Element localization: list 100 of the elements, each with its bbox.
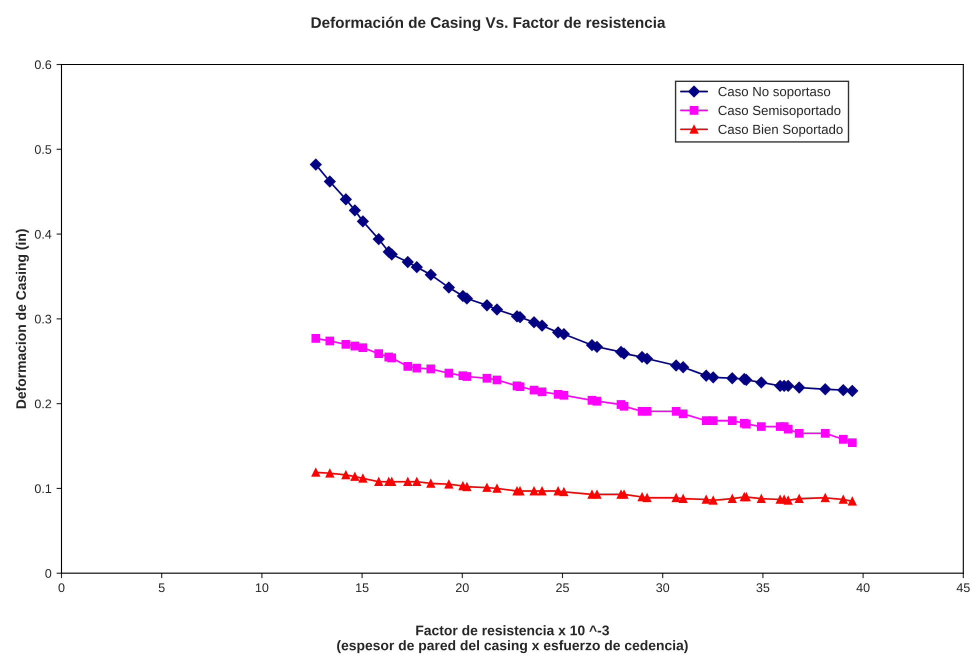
point xyxy=(707,371,720,384)
point xyxy=(426,479,436,488)
x-tick-label: 15 xyxy=(356,583,369,592)
point xyxy=(820,428,830,438)
x-tick-label: 40 xyxy=(856,583,870,592)
point xyxy=(538,387,546,396)
point xyxy=(848,438,857,447)
point xyxy=(677,361,690,374)
legend-label: Caso Semisoportado xyxy=(718,105,840,118)
y-tick-label: 0.1 xyxy=(34,484,52,494)
point xyxy=(403,477,412,486)
point xyxy=(530,386,538,394)
point xyxy=(642,493,652,502)
point xyxy=(678,494,688,503)
point xyxy=(560,487,568,496)
point xyxy=(387,354,396,362)
point xyxy=(708,496,718,505)
point xyxy=(340,193,352,206)
point xyxy=(794,494,804,503)
point xyxy=(311,468,320,477)
legend-label: Caso No soportaso xyxy=(718,86,830,99)
y-tick-label: 0.2 xyxy=(34,399,52,408)
point xyxy=(358,343,368,352)
point xyxy=(530,486,538,496)
point xyxy=(728,416,737,425)
point xyxy=(311,334,320,343)
x-tick-label: 35 xyxy=(756,583,770,592)
point xyxy=(560,390,568,400)
point xyxy=(536,320,548,332)
point xyxy=(528,316,540,328)
point xyxy=(793,382,806,394)
point xyxy=(492,376,502,384)
x-tick-label: 45 xyxy=(956,583,970,592)
point xyxy=(412,477,422,486)
point xyxy=(672,493,680,502)
point xyxy=(325,468,334,478)
point xyxy=(412,364,422,372)
chart-title: Deformación de Casing Vs. Factor de resistencia xyxy=(312,16,666,32)
point xyxy=(482,483,492,492)
point xyxy=(794,428,804,438)
point xyxy=(310,158,322,170)
point xyxy=(516,382,524,392)
point xyxy=(837,384,850,396)
point xyxy=(325,336,334,346)
point xyxy=(356,215,369,228)
y-tick-label: 0.6 xyxy=(34,60,52,70)
y-tick-label: 0.4 xyxy=(34,230,52,239)
point xyxy=(350,342,360,350)
point xyxy=(592,490,602,499)
point xyxy=(702,495,711,504)
y-axis-title: Deformacion de Casing (in) xyxy=(16,229,29,408)
point xyxy=(838,434,848,444)
point xyxy=(426,364,436,374)
point xyxy=(482,374,492,383)
point xyxy=(784,424,792,434)
point xyxy=(372,233,385,246)
y-tick-label: 0.5 xyxy=(34,145,52,154)
point xyxy=(620,490,628,499)
point xyxy=(819,383,832,396)
y-tick-label: 0 xyxy=(45,569,52,578)
x-tick-label: 25 xyxy=(556,583,569,592)
point xyxy=(838,495,848,504)
point xyxy=(444,480,454,489)
point xyxy=(756,494,766,503)
point xyxy=(348,204,361,216)
point xyxy=(342,470,350,480)
point xyxy=(755,376,768,388)
x-tick-label: 10 xyxy=(256,583,268,592)
point xyxy=(442,282,455,294)
point xyxy=(374,477,384,486)
point xyxy=(444,368,454,378)
point xyxy=(620,402,628,411)
point xyxy=(848,496,857,506)
point xyxy=(374,349,384,358)
x-axis-title: Factor de resistencia x 10 ^-3 (espesor de pared del casing x esfuerzo de cedencia) xyxy=(337,625,688,654)
point xyxy=(462,372,472,381)
point xyxy=(784,496,792,505)
point xyxy=(678,409,688,418)
point xyxy=(481,299,493,312)
point xyxy=(424,268,437,281)
y-tick-label: 0.3 xyxy=(34,314,52,324)
point xyxy=(350,472,360,481)
point xyxy=(726,372,738,384)
point xyxy=(728,494,737,503)
point xyxy=(402,256,414,268)
x-tick-label: 20 xyxy=(456,583,469,592)
x-tick-label: 30 xyxy=(656,583,670,592)
point xyxy=(538,486,546,496)
x-tick-label: 5 xyxy=(158,583,165,592)
point xyxy=(491,304,503,316)
point xyxy=(708,416,718,425)
point xyxy=(820,493,830,502)
point xyxy=(403,362,412,371)
point xyxy=(516,486,524,496)
point xyxy=(462,482,472,492)
point xyxy=(492,484,502,493)
point xyxy=(324,176,336,188)
point xyxy=(358,474,368,483)
point xyxy=(592,396,602,406)
point xyxy=(410,261,423,274)
